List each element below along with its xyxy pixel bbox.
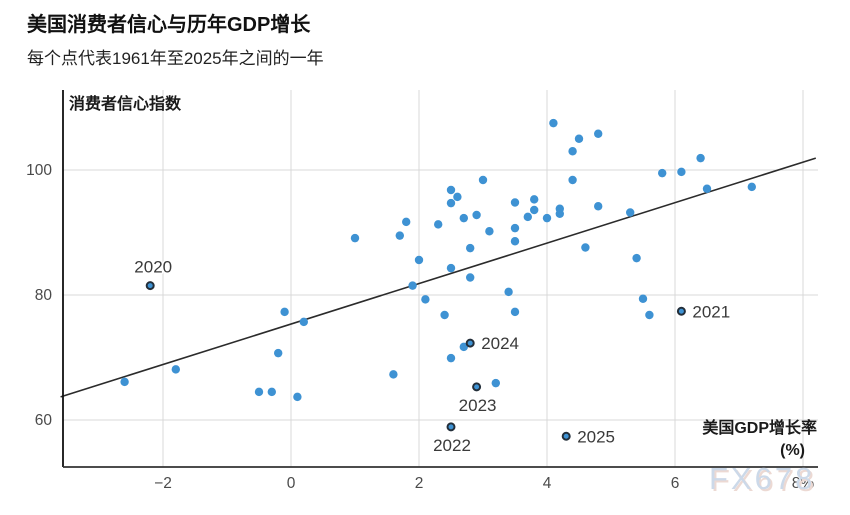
data-point (626, 208, 635, 217)
x-axis-unit: (%) (780, 442, 805, 459)
highlighted-point-2023 (472, 382, 482, 392)
data-point (594, 129, 603, 138)
year-label-2025: 2025 (577, 427, 615, 446)
data-point (171, 365, 180, 374)
data-point (542, 213, 552, 223)
data-point (485, 227, 494, 236)
year-label-2023: 2023 (459, 396, 497, 415)
data-point (254, 387, 264, 397)
data-point (389, 370, 398, 379)
data-point (402, 217, 411, 227)
y-tick-label: 80 (35, 287, 53, 304)
data-point (440, 310, 449, 320)
data-point (638, 294, 648, 303)
data-point (446, 185, 456, 195)
chart-title: 美国消费者信心与历年GDP增长 (27, 14, 311, 36)
data-point (510, 307, 520, 317)
data-point (472, 210, 481, 220)
data-point (274, 348, 283, 358)
data-point (555, 209, 564, 218)
y-tick-label: 60 (35, 412, 53, 429)
data-point (446, 198, 456, 208)
data-point (510, 237, 520, 246)
data-point (581, 243, 590, 252)
highlighted-point-2024 (465, 338, 475, 348)
data-point (594, 202, 603, 211)
data-point (421, 295, 430, 304)
data-point (446, 353, 456, 363)
x-tick-label: 2 (415, 475, 424, 492)
data-point (510, 198, 520, 207)
x-tick-label: 0 (287, 475, 296, 492)
data-point (574, 134, 584, 143)
data-point (696, 153, 705, 163)
data-point (395, 231, 404, 240)
data-point (747, 182, 756, 192)
data-point (677, 167, 686, 177)
highlighted-point-2025 (561, 431, 571, 441)
data-point (568, 175, 577, 185)
data-point (510, 223, 520, 233)
data-point (434, 220, 443, 229)
data-point (491, 378, 500, 388)
data-point (478, 175, 488, 185)
data-point (549, 118, 558, 128)
watermark-shadow: FX678 (711, 463, 817, 498)
data-point (466, 273, 475, 282)
data-point (632, 253, 641, 263)
y-tick-label: 100 (26, 162, 52, 179)
data-point (568, 147, 577, 156)
x-tick-label: −2 (154, 475, 172, 492)
data-point (350, 233, 360, 243)
highlighted-point-2021 (676, 306, 686, 316)
trend-line (60, 157, 817, 398)
x-tick-label: 6 (671, 475, 680, 492)
x-axis-title: 美国GDP增长率 (702, 418, 817, 437)
chart-header: 美国消费者信心与历年GDP增长 每个点代表1961年至2025年之间的一年 (27, 12, 324, 69)
watermark: FX678 (709, 461, 815, 496)
x-tick-label: 4 (543, 475, 552, 492)
highlighted-point-2022 (446, 422, 456, 432)
data-point (446, 263, 456, 273)
year-label-2021: 2021 (692, 302, 730, 321)
year-label-2020: 2020 (134, 258, 172, 277)
data-point (293, 392, 302, 402)
data-point (530, 195, 539, 204)
data-point (658, 168, 667, 178)
data-point (466, 243, 475, 253)
highlighted-point-2020 (145, 281, 155, 291)
x-tick-label: 8% (792, 475, 815, 492)
data-point (530, 205, 539, 215)
data-point (453, 192, 462, 202)
data-point (299, 317, 308, 327)
data-point (267, 387, 276, 397)
y-axis-title: 消费者信心指数 (69, 94, 182, 113)
data-point (280, 307, 289, 317)
data-point (645, 310, 654, 320)
data-point (408, 281, 417, 290)
chart-subtitle: 每个点代表1961年至2025年之间的一年 (27, 49, 324, 68)
data-point (120, 377, 129, 387)
data-point (414, 255, 424, 265)
data-point (702, 184, 712, 193)
data-point (523, 212, 532, 222)
year-label-2022: 2022 (433, 436, 471, 455)
data-point (504, 287, 513, 297)
data-point (459, 342, 468, 352)
year-label-2024: 2024 (481, 334, 519, 353)
data-point (459, 213, 468, 223)
